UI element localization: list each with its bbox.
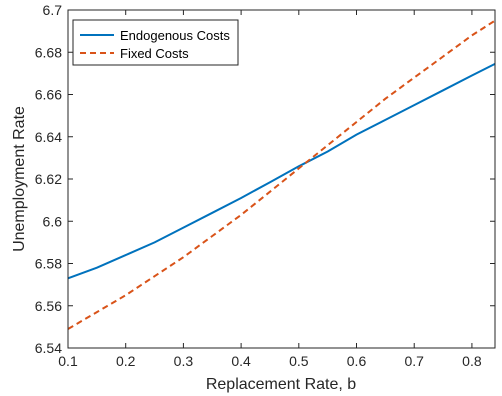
y-axis: 6.54 6.56 6.58 6.6 6.62 6.64 6.66 6.68 6.7 [35, 2, 495, 356]
series-line-fixed-costs [67, 19, 496, 330]
series-line-endogenous-costs [67, 63, 496, 280]
x-tick-label: 0.4 [231, 353, 251, 369]
x-tick-label: 0.3 [174, 353, 194, 369]
x-tick-label: 0.8 [462, 353, 482, 369]
y-tick-label: 6.68 [35, 44, 62, 60]
legend-label-fixed: Fixed Costs [120, 46, 189, 61]
series-layer [67, 19, 496, 330]
legend-box [72, 19, 239, 66]
y-tick-label: 6.62 [35, 171, 62, 187]
y-tick-label: 6.56 [35, 298, 62, 314]
x-axis-label: Replacement Rate, b [206, 376, 356, 393]
y-axis-label: Unemployment Rate [11, 106, 28, 252]
y-tick-label: 6.54 [35, 340, 62, 356]
x-axis: 0.1 0.2 0.3 0.4 0.5 0.6 0.7 0.8 [58, 10, 482, 369]
legend-label-endogenous: Endogenous Costs [120, 28, 230, 43]
legend: Endogenous Costs Fixed Costs [72, 19, 239, 66]
x-tick-label: 0.2 [116, 353, 136, 369]
y-tick-label: 6.6 [43, 213, 63, 229]
x-tick-label: 0.6 [347, 353, 367, 369]
y-tick-label: 6.64 [35, 129, 62, 145]
y-tick-label: 6.66 [35, 87, 62, 103]
plot-area [68, 10, 495, 348]
x-tick-label: 0.5 [289, 353, 309, 369]
x-tick-label: 0.7 [404, 353, 424, 369]
y-tick-label: 6.58 [35, 256, 62, 272]
y-tick-label: 6.7 [43, 2, 63, 18]
x-tick-label: 0.1 [58, 353, 78, 369]
